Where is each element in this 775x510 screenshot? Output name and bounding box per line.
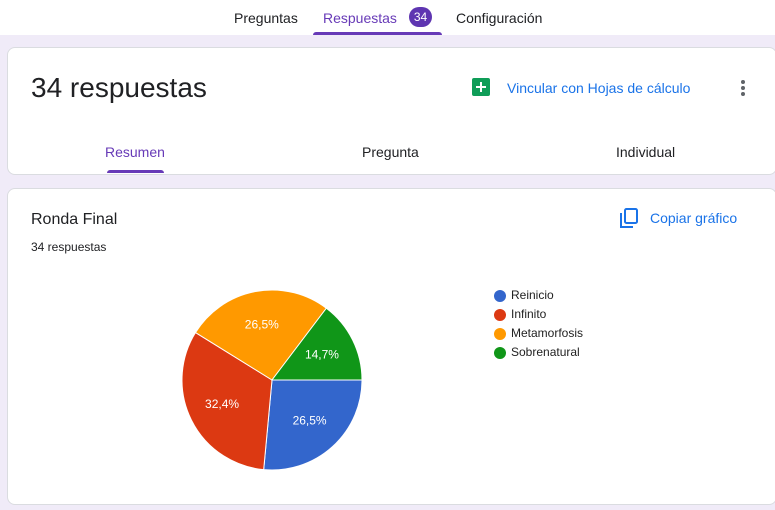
summary-title: 34 respuestas	[31, 72, 207, 103]
slice-label: 26,5%	[245, 317, 279, 331]
legend-swatch	[494, 328, 506, 340]
pie-slice	[181, 331, 273, 471]
copy-chart[interactable]: Copiar gráfico	[650, 210, 738, 226]
question-title: Ronda Final	[31, 211, 118, 228]
pie-slice	[263, 379, 363, 471]
legend-swatch	[494, 347, 506, 359]
more-icon[interactable]	[739, 79, 747, 97]
tab[interactable]: Preguntas	[234, 10, 298, 26]
legend-label: Sobrenatural	[511, 345, 580, 359]
copy-icon[interactable]	[620, 208, 638, 228]
slice-label: 26,5%	[293, 413, 327, 427]
subtab[interactable]: Pregunta	[362, 144, 419, 160]
tab[interactable]: Configuración	[456, 10, 543, 26]
question-card	[7, 188, 775, 505]
pie-slice	[270, 307, 363, 381]
legend-label: Metamorfosis	[511, 326, 583, 340]
tab[interactable]: Respuestas	[323, 10, 397, 26]
pie-slice	[194, 289, 328, 381]
badge: 34	[409, 7, 432, 27]
summary-card	[7, 47, 775, 175]
subtab[interactable]: Individual	[616, 144, 676, 160]
sheets-icon	[472, 78, 490, 96]
link-sheets[interactable]: Vincular con Hojas de cálculo	[507, 80, 691, 96]
subtab-indicator	[107, 170, 164, 173]
top-bar	[0, 0, 775, 35]
subtab[interactable]: Resumen	[105, 144, 165, 160]
legend-label: Reinicio	[511, 288, 554, 302]
legend-swatch	[494, 309, 506, 321]
response-count: 34 respuestas	[31, 240, 107, 254]
slice-label: 14,7%	[305, 347, 339, 361]
legend-swatch	[494, 290, 506, 302]
legend-label: Infinito	[511, 307, 547, 321]
tab-indicator	[313, 32, 442, 35]
slice-label: 32,4%	[205, 397, 239, 411]
